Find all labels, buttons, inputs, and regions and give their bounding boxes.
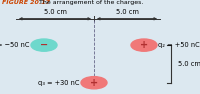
- Text: The arrangement of the charges.: The arrangement of the charges.: [37, 0, 143, 5]
- Text: q₃ = +30 nC: q₃ = +30 nC: [38, 80, 80, 86]
- Circle shape: [81, 77, 107, 89]
- Text: q₁ = −50 nC: q₁ = −50 nC: [0, 42, 30, 48]
- Text: +: +: [90, 78, 98, 88]
- Text: 5.0 cm: 5.0 cm: [116, 9, 138, 15]
- Text: 5.0 cm: 5.0 cm: [44, 9, 66, 15]
- Text: q₂ = +50 nC: q₂ = +50 nC: [158, 42, 200, 48]
- Text: FIGURE 20.17: FIGURE 20.17: [2, 0, 50, 5]
- Circle shape: [131, 39, 157, 51]
- Circle shape: [31, 39, 57, 51]
- Text: 5.0 cm: 5.0 cm: [178, 61, 200, 67]
- Text: −: −: [40, 40, 48, 50]
- Text: +: +: [140, 40, 148, 50]
